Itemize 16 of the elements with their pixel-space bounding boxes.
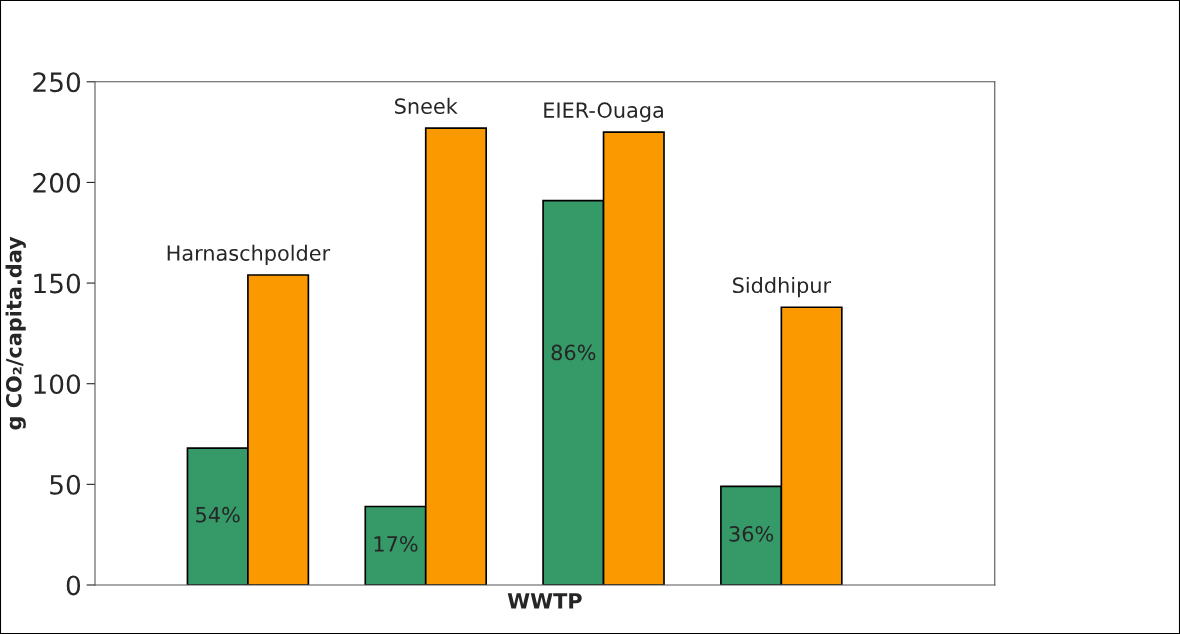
annotation: EIER-Ouaga [544, 102, 663, 123]
y-tick-label: 100 [34, 374, 81, 395]
annotation: 17% [374, 536, 418, 552]
annotation: 36% [729, 525, 774, 542]
x-axis-title: WWTP [507, 593, 582, 609]
y-tick-label: 250 [33, 72, 81, 93]
annotation: 86% [551, 344, 596, 361]
y-tick-label: 200 [33, 172, 81, 193]
y-tick-label: 50 [50, 474, 81, 495]
y-tick-label: 150 [34, 273, 81, 294]
annotation: Siddhipur [733, 277, 832, 298]
annotation: Harnaschpolder [167, 244, 331, 265]
y-tick-label: 0 [66, 575, 81, 596]
annotation: Sneek [395, 97, 458, 114]
y-axis-title: g CO₂/capita.day [5, 236, 26, 430]
annotation: 54% [196, 506, 240, 523]
